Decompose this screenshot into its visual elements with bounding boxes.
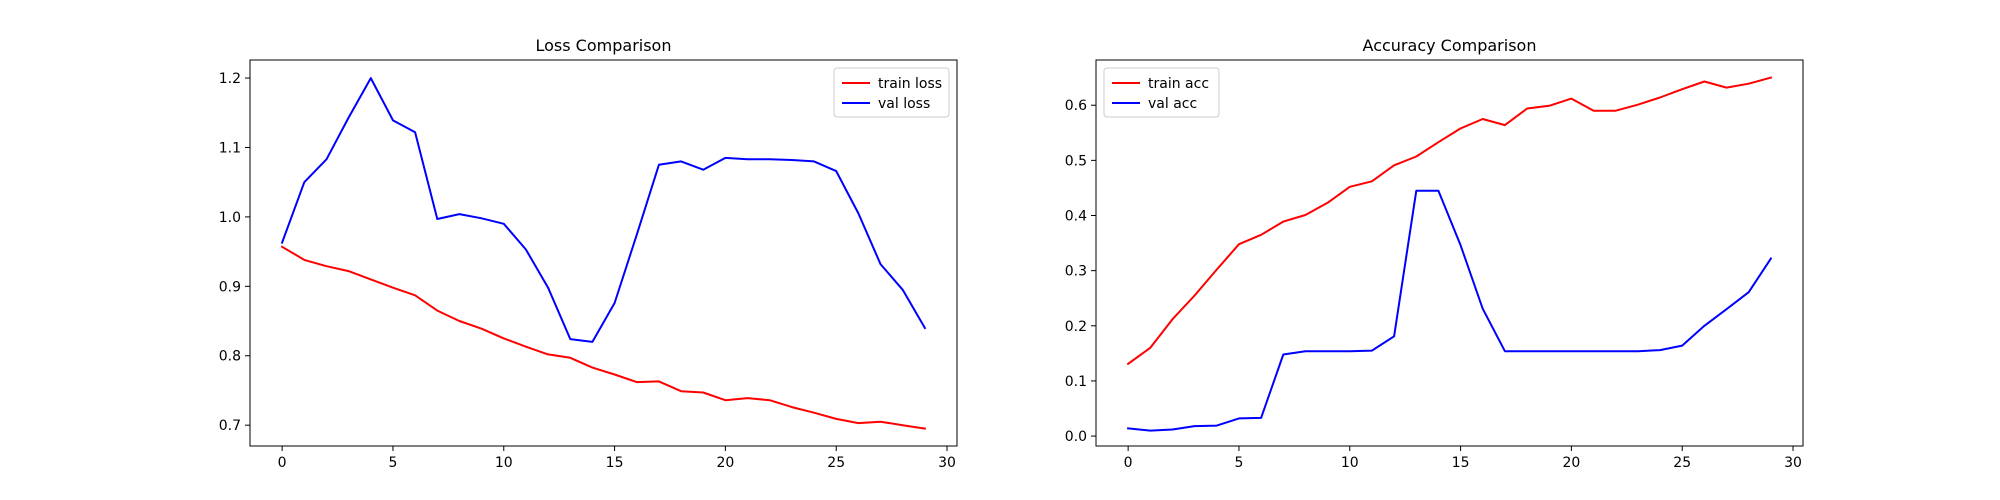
loss-comparison-chart: Loss Comparison 0 5 10 15 20 25 30 0.7 0.8 0.9 1.0 1… (219, 36, 958, 471)
y-tick-label: 0.3 (1065, 264, 1087, 280)
plot-frame (249, 59, 958, 447)
x-tick-label: 25 (1673, 455, 1691, 471)
legend-label-val-acc: val acc (1148, 96, 1197, 112)
x-tick-label: 20 (716, 455, 734, 471)
legend: train loss val loss (833, 67, 950, 118)
y-tick-label: 0.9 (219, 279, 241, 295)
x-tick-label: 10 (1341, 455, 1359, 471)
series-line-val-loss (280, 77, 927, 343)
y-tick-label: 0.7 (219, 418, 241, 434)
x-tick-label: 0 (1124, 455, 1133, 471)
x-tick-label: 10 (495, 455, 513, 471)
y-tick-label: 0.0 (1065, 429, 1087, 445)
accuracy-comparison-chart: Accuracy Comparison 0 5 10 15 20 25 30 0.0 0.1 0.2… (1065, 36, 1804, 471)
y-tick-label: 1.1 (219, 140, 241, 156)
x-tick-label: 15 (606, 455, 624, 471)
chart-title: Loss Comparison (536, 36, 672, 55)
legend-label-train-loss: train loss (878, 76, 942, 92)
x-tick-label: 15 (1452, 455, 1470, 471)
y-tick-label: 0.4 (1065, 209, 1087, 225)
chart-title: Accuracy Comparison (1363, 36, 1537, 55)
x-tick-label: 5 (388, 455, 397, 471)
x-tick-label: 30 (1784, 455, 1802, 471)
x-tick-label: 20 (1562, 455, 1580, 471)
y-tick-label: 0.1 (1065, 374, 1087, 390)
x-tick-label: 30 (938, 455, 956, 471)
y-tick-label: 1.0 (219, 210, 241, 226)
legend-label-train-acc: train acc (1148, 76, 1209, 92)
y-tick-label: 0.2 (1065, 319, 1087, 335)
y-tick-label: 0.8 (219, 349, 241, 365)
y-tick-label: 0.5 (1065, 153, 1087, 169)
legend-box (1103, 67, 1220, 118)
y-tick-label: 0.6 (1065, 98, 1087, 114)
y-tick-label: 1.2 (219, 71, 241, 87)
legend: train acc val acc (1103, 67, 1220, 118)
x-tick-label: 0 (278, 455, 287, 471)
series-line-train-acc (1126, 76, 1773, 366)
plot-frame (1095, 59, 1804, 447)
series-line-train-loss (280, 245, 927, 430)
x-tick-label: 5 (1234, 455, 1243, 471)
legend-box (833, 67, 950, 118)
series-line-val-acc (1127, 189, 1773, 432)
x-tick-label: 25 (827, 455, 845, 471)
legend-label-val-loss: val loss (878, 96, 930, 112)
